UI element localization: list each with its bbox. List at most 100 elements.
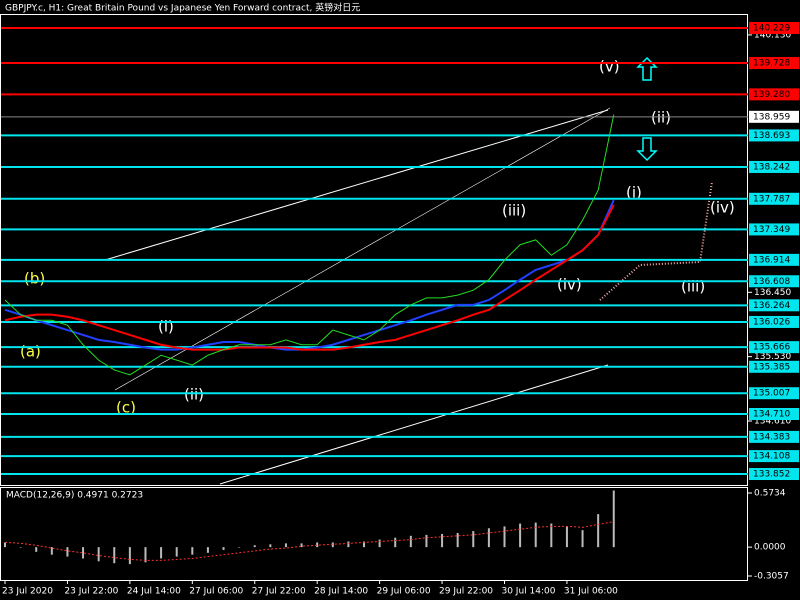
level-box <box>749 430 799 443</box>
y-tick-label: 140.130 <box>754 30 791 40</box>
wave-label: (b) <box>24 270 45 288</box>
wave-label: (ii) <box>651 109 671 127</box>
level-box <box>749 408 799 421</box>
wave-label: (a) <box>20 343 41 361</box>
wave-label: (i) <box>158 318 174 336</box>
macd-bar <box>50 547 53 555</box>
wave-label: (iv) <box>710 199 735 217</box>
level-box <box>749 129 799 142</box>
level-box <box>749 299 799 312</box>
wave-label: (c) <box>116 399 136 417</box>
price-line <box>4 114 615 376</box>
wave-label: (v) <box>599 58 620 76</box>
x-tick-label: 27 Jul 06:00 <box>189 587 243 597</box>
macd-bar <box>409 535 412 548</box>
macd-bar <box>175 547 178 557</box>
x-tick-label: 28 Jul 14:00 <box>314 587 368 597</box>
macd-tick-label: -0.3057 <box>754 572 789 582</box>
macd-bar <box>347 541 350 548</box>
macd-bar <box>160 547 163 559</box>
macd-bar <box>19 547 22 548</box>
level-box <box>749 387 799 400</box>
level-label: 138.693 <box>753 131 790 141</box>
level-label: 134.108 <box>753 452 790 462</box>
level-box <box>749 253 799 266</box>
wave-label: (iii) <box>502 202 526 220</box>
level-box <box>749 223 799 236</box>
macd-bar <box>206 547 209 553</box>
main-frame <box>0 14 748 486</box>
macd-bar <box>534 522 537 548</box>
macd-frame <box>0 487 748 581</box>
up-arrow <box>636 56 658 81</box>
macd-label: MACD(12,26,9) 0.4971 0.2723 <box>6 491 143 501</box>
channel-line <box>219 364 609 485</box>
down-arrow <box>636 137 658 162</box>
level-label: 136.264 <box>753 301 790 311</box>
macd-bar <box>284 543 287 548</box>
level-label: 140.229 <box>753 23 790 33</box>
level-label: 135.385 <box>753 362 790 372</box>
level-box <box>749 341 799 354</box>
price-line <box>4 199 615 351</box>
macd-tick-label: 0.5734 <box>754 489 786 499</box>
macd-bar <box>487 528 490 548</box>
level-label: 136.608 <box>753 277 790 287</box>
macd-bar <box>300 543 303 548</box>
level-label: 135.666 <box>753 343 790 353</box>
macd-bar <box>97 547 100 562</box>
y-tick-label: 136.450 <box>754 288 791 298</box>
macd-bar <box>222 547 225 550</box>
level-label: 136.026 <box>753 317 790 327</box>
current-price-label: 138.959 <box>753 112 790 122</box>
chart-title: GBPJPY.c, H1: Great Britain Pound vs Jap… <box>5 2 360 14</box>
x-tick-label: 23 Jul 22:00 <box>64 587 118 597</box>
macd-bar <box>612 490 615 548</box>
macd-bar <box>82 547 85 559</box>
macd-bar <box>441 533 444 548</box>
macd-bar <box>550 523 553 548</box>
x-tick-label: 27 Jul 22:00 <box>252 587 306 597</box>
level-label: 134.383 <box>753 432 790 442</box>
x-tick-label: 29 Jul 22:00 <box>439 587 493 597</box>
macd-tick-label: 0.0000 <box>754 543 786 553</box>
macd-bar <box>113 547 116 564</box>
macd-bar <box>456 532 459 548</box>
level-box <box>749 450 799 463</box>
level-box <box>749 88 799 101</box>
macd-bar <box>472 531 475 548</box>
macd-bar <box>269 544 272 548</box>
level-box <box>749 21 799 34</box>
macd-bar <box>316 542 319 548</box>
wave-label: (i) <box>626 184 642 202</box>
level-label: 139.728 <box>753 59 790 69</box>
level-label: 134.710 <box>753 410 790 420</box>
macd-bar <box>144 547 147 563</box>
wave-label: (iv) <box>557 276 582 294</box>
level-box <box>749 315 799 328</box>
macd-bar <box>66 547 69 557</box>
level-box <box>749 360 799 373</box>
price-line <box>4 204 615 351</box>
macd-bar <box>35 547 38 552</box>
level-box <box>749 192 799 205</box>
x-tick-label: 24 Jul 14:00 <box>127 587 181 597</box>
macd-bar <box>191 547 194 555</box>
wave-label: (ii) <box>184 386 204 404</box>
x-tick-label: 29 Jul 06:00 <box>377 587 431 597</box>
macd-bar <box>565 526 568 548</box>
channel-line <box>114 107 611 391</box>
level-label: 136.914 <box>753 255 790 265</box>
x-tick-label: 31 Jul 06:00 <box>564 587 618 597</box>
level-label: 137.349 <box>753 225 790 235</box>
y-tick-label: 134.610 <box>754 417 791 427</box>
macd-bar <box>363 541 366 548</box>
macd-bar <box>128 547 131 565</box>
level-label: 135.007 <box>753 389 790 399</box>
cloud <box>599 181 713 301</box>
x-tick-label: 23 Jul 2020 <box>2 587 53 597</box>
level-box <box>749 160 799 173</box>
level-label: 139.280 <box>753 90 790 100</box>
